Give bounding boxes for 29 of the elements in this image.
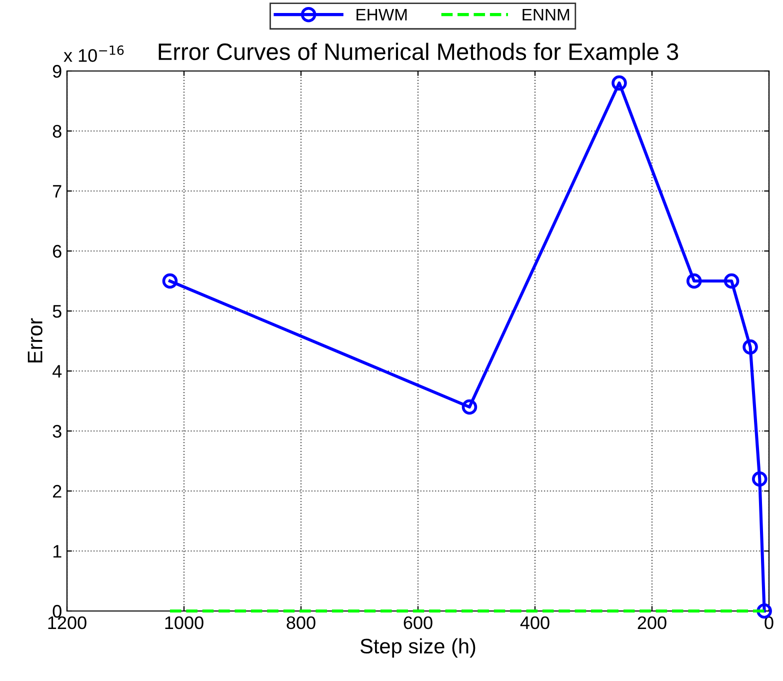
y-tick-label: 3 [52,424,62,438]
y-axis-title: Error [28,318,42,362]
point [612,75,627,91]
y-tick-label: 9 [52,64,62,78]
y-tick-label: 7 [53,185,62,198]
chart-title: Error Curves of Numerical Methods for Example 3 [158,42,678,65]
point [724,273,740,289]
x-tick-label: 200 [638,616,666,630]
point [742,339,758,355]
y-tick-label: 6 [53,244,62,258]
y-tick-label: 0 [52,604,62,618]
y-tick-label: 5 [52,305,62,318]
y-tick-label: 8 [52,124,62,138]
x-tick-label: 1200 [48,616,86,630]
point [752,471,768,487]
y-tick-label: 4 [52,365,62,378]
x-tick-label: 1000 [165,616,204,630]
point [162,273,178,289]
text: x 10$^{−16}$ [64,45,124,62]
x-tick-label: 400 [520,616,550,630]
point [686,273,702,289]
point [462,399,478,415]
y-tick-label: 2 [53,484,62,498]
x-axis-title: Step size (h) [360,638,476,658]
legend-label: ENNM [522,8,570,20]
legend-label: EHWM [356,8,407,20]
y-tick-label: 1 [53,545,62,558]
x-tick-label: 600 [404,616,432,630]
x-tick-label: 800 [286,616,316,630]
